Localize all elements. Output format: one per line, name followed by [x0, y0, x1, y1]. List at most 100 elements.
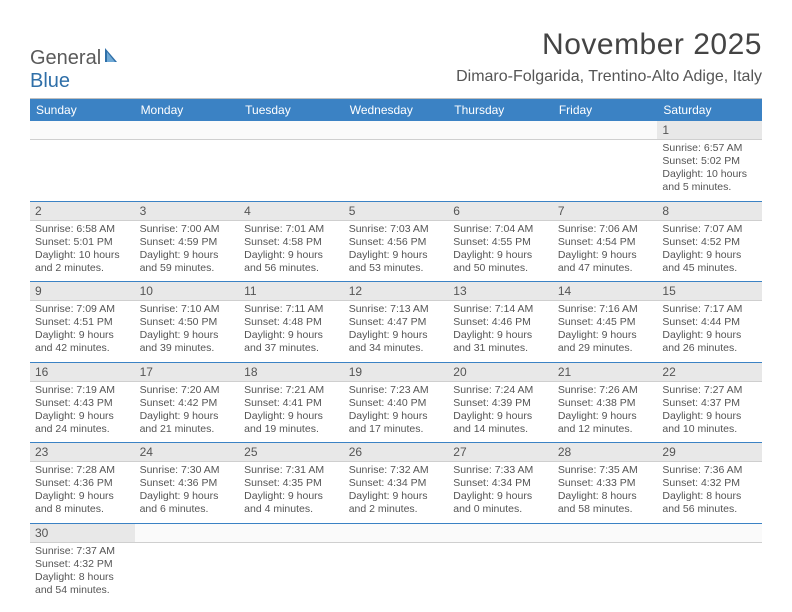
day-empty — [448, 543, 553, 604]
day-empty — [239, 543, 344, 604]
daynum-empty — [135, 121, 240, 139]
daynum-24: 24 — [135, 443, 240, 461]
day-empty — [344, 543, 449, 604]
daynum-empty — [239, 524, 344, 542]
day-15-details: Sunrise: 7:17 AMSunset: 4:44 PMDaylight:… — [657, 301, 762, 362]
week-0-daynums: 1 — [30, 121, 762, 140]
daynum-empty — [344, 524, 449, 542]
logo-text-2: Blue — [30, 70, 70, 93]
weekday-tuesday: Tuesday — [239, 99, 344, 121]
day-20-details: Sunrise: 7:24 AMSunset: 4:39 PMDaylight:… — [448, 382, 553, 443]
day-25-details: Sunrise: 7:31 AMSunset: 4:35 PMDaylight:… — [239, 462, 344, 523]
day-24-details: Sunrise: 7:30 AMSunset: 4:36 PMDaylight:… — [135, 462, 240, 523]
day-27-details: Sunrise: 7:33 AMSunset: 4:34 PMDaylight:… — [448, 462, 553, 523]
day-empty — [239, 140, 344, 201]
week-5-details: Sunrise: 7:37 AMSunset: 4:32 PMDaylight:… — [30, 543, 762, 604]
daynum-empty — [448, 524, 553, 542]
weekday-thursday: Thursday — [448, 99, 553, 121]
day-11-details: Sunrise: 7:11 AMSunset: 4:48 PMDaylight:… — [239, 301, 344, 362]
daynum-6: 6 — [448, 202, 553, 220]
daynum-16: 16 — [30, 363, 135, 381]
weekday-friday: Friday — [553, 99, 658, 121]
day-empty — [344, 140, 449, 201]
day-3-details: Sunrise: 7:00 AMSunset: 4:59 PMDaylight:… — [135, 221, 240, 282]
week-3-details: Sunrise: 7:19 AMSunset: 4:43 PMDaylight:… — [30, 382, 762, 444]
daynum-17: 17 — [135, 363, 240, 381]
daynum-11: 11 — [239, 282, 344, 300]
day-9-details: Sunrise: 7:09 AMSunset: 4:51 PMDaylight:… — [30, 301, 135, 362]
daynum-20: 20 — [448, 363, 553, 381]
day-5-details: Sunrise: 7:03 AMSunset: 4:56 PMDaylight:… — [344, 221, 449, 282]
daynum-30: 30 — [30, 524, 135, 542]
daynum-8: 8 — [657, 202, 762, 220]
daynum-25: 25 — [239, 443, 344, 461]
daynum-empty — [657, 524, 762, 542]
daynum-15: 15 — [657, 282, 762, 300]
daynum-empty — [553, 121, 658, 139]
daynum-empty — [448, 121, 553, 139]
weekday-header: SundayMondayTuesdayWednesdayThursdayFrid… — [30, 99, 762, 121]
daynum-29: 29 — [657, 443, 762, 461]
day-23-details: Sunrise: 7:28 AMSunset: 4:36 PMDaylight:… — [30, 462, 135, 523]
weekday-monday: Monday — [135, 99, 240, 121]
daynum-21: 21 — [553, 363, 658, 381]
daynum-18: 18 — [239, 363, 344, 381]
day-empty — [553, 543, 658, 604]
week-2-details: Sunrise: 7:09 AMSunset: 4:51 PMDaylight:… — [30, 301, 762, 363]
logo-sail-icon — [103, 46, 125, 70]
day-empty — [553, 140, 658, 201]
week-4-daynums: 23242526272829 — [30, 443, 762, 462]
daynum-10: 10 — [135, 282, 240, 300]
day-22-details: Sunrise: 7:27 AMSunset: 4:37 PMDaylight:… — [657, 382, 762, 443]
week-2-daynums: 9101112131415 — [30, 282, 762, 301]
daynum-3: 3 — [135, 202, 240, 220]
month-title: November 2025 — [456, 28, 762, 62]
day-30-details: Sunrise: 7:37 AMSunset: 4:32 PMDaylight:… — [30, 543, 135, 604]
day-1-details: Sunrise: 6:57 AMSunset: 5:02 PMDaylight:… — [657, 140, 762, 201]
daynum-23: 23 — [30, 443, 135, 461]
daynum-19: 19 — [344, 363, 449, 381]
day-7-details: Sunrise: 7:06 AMSunset: 4:54 PMDaylight:… — [553, 221, 658, 282]
day-empty — [135, 140, 240, 201]
day-19-details: Sunrise: 7:23 AMSunset: 4:40 PMDaylight:… — [344, 382, 449, 443]
day-29-details: Sunrise: 7:36 AMSunset: 4:32 PMDaylight:… — [657, 462, 762, 523]
day-6-details: Sunrise: 7:04 AMSunset: 4:55 PMDaylight:… — [448, 221, 553, 282]
daynum-22: 22 — [657, 363, 762, 381]
daynum-27: 27 — [448, 443, 553, 461]
day-empty — [657, 543, 762, 604]
week-1-daynums: 2345678 — [30, 202, 762, 221]
daynum-26: 26 — [344, 443, 449, 461]
daynum-4: 4 — [239, 202, 344, 220]
day-18-details: Sunrise: 7:21 AMSunset: 4:41 PMDaylight:… — [239, 382, 344, 443]
day-4-details: Sunrise: 7:01 AMSunset: 4:58 PMDaylight:… — [239, 221, 344, 282]
week-4-details: Sunrise: 7:28 AMSunset: 4:36 PMDaylight:… — [30, 462, 762, 524]
daynum-empty — [344, 121, 449, 139]
daynum-empty — [239, 121, 344, 139]
day-28-details: Sunrise: 7:35 AMSunset: 4:33 PMDaylight:… — [553, 462, 658, 523]
logo-text-1: General — [30, 47, 101, 70]
calendar: SundayMondayTuesdayWednesdayThursdayFrid… — [30, 98, 762, 603]
day-empty — [135, 543, 240, 604]
day-17-details: Sunrise: 7:20 AMSunset: 4:42 PMDaylight:… — [135, 382, 240, 443]
weekday-sunday: Sunday — [30, 99, 135, 121]
day-2-details: Sunrise: 6:58 AMSunset: 5:01 PMDaylight:… — [30, 221, 135, 282]
daynum-28: 28 — [553, 443, 658, 461]
daynum-9: 9 — [30, 282, 135, 300]
day-26-details: Sunrise: 7:32 AMSunset: 4:34 PMDaylight:… — [344, 462, 449, 523]
day-12-details: Sunrise: 7:13 AMSunset: 4:47 PMDaylight:… — [344, 301, 449, 362]
daynum-empty — [553, 524, 658, 542]
week-3-daynums: 16171819202122 — [30, 363, 762, 382]
daynum-12: 12 — [344, 282, 449, 300]
daynum-2: 2 — [30, 202, 135, 220]
week-5-daynums: 30 — [30, 524, 762, 543]
day-13-details: Sunrise: 7:14 AMSunset: 4:46 PMDaylight:… — [448, 301, 553, 362]
daynum-7: 7 — [553, 202, 658, 220]
daynum-1: 1 — [657, 121, 762, 139]
daynum-13: 13 — [448, 282, 553, 300]
weekday-saturday: Saturday — [657, 99, 762, 121]
daynum-14: 14 — [553, 282, 658, 300]
day-10-details: Sunrise: 7:10 AMSunset: 4:50 PMDaylight:… — [135, 301, 240, 362]
day-empty — [30, 140, 135, 201]
daynum-empty — [30, 121, 135, 139]
day-empty — [448, 140, 553, 201]
